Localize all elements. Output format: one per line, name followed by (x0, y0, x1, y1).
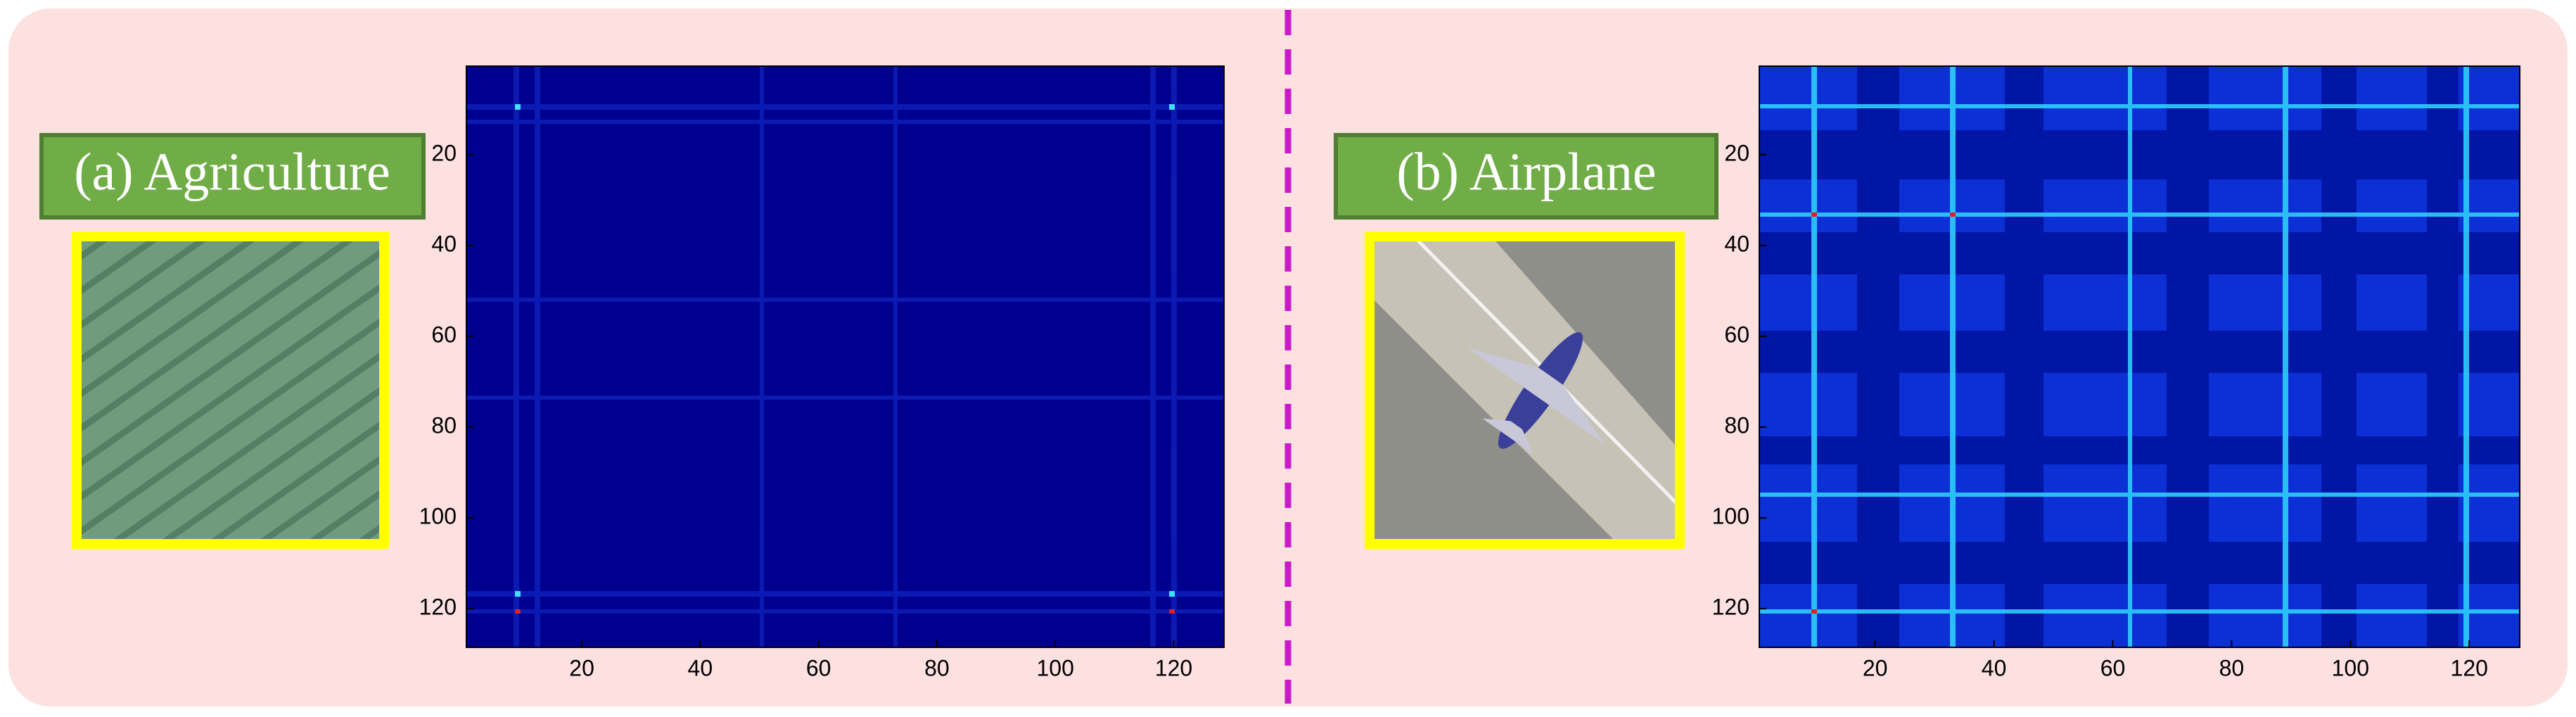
label-box (1334, 133, 1719, 220)
x-tick-label: 120 (2451, 655, 2488, 680)
x-tick-label: 60 (2100, 655, 2126, 680)
x-tick-label: 40 (688, 655, 713, 680)
axes-frame (466, 65, 1225, 648)
x-tick-label: 100 (2332, 655, 2369, 680)
heatmap (466, 66, 1224, 647)
y-tick-label: 100 (419, 504, 457, 529)
x-tick-label: 80 (924, 655, 950, 680)
photo (72, 231, 389, 549)
y-tick-label: 60 (1724, 322, 1749, 347)
y-tick-label: 20 (1724, 140, 1749, 165)
axes-frame (1759, 65, 2520, 648)
y-tick-label: 80 (1724, 412, 1749, 438)
panel-label: (b) Airplane (1396, 142, 1656, 201)
photo (1365, 231, 1685, 549)
label-box (39, 133, 426, 220)
x-tick-label: 120 (1155, 655, 1192, 680)
x-tick-label: 20 (1863, 655, 1888, 680)
y-tick-label: 40 (1724, 231, 1749, 256)
x-tick-label: 40 (1982, 655, 2007, 680)
y-tick-label: 40 (431, 231, 457, 256)
y-tick-label: 60 (431, 322, 457, 347)
x-tick-label: 60 (806, 655, 831, 680)
y-tick-label: 120 (1712, 595, 1749, 620)
heatmap (1759, 66, 2520, 647)
y-tick-label: 100 (1712, 504, 1749, 529)
y-tick-label: 20 (431, 140, 457, 165)
x-tick-label: 100 (1037, 655, 1074, 680)
panel-label: (a) Agriculture (74, 142, 390, 201)
x-tick-label: 80 (2219, 655, 2245, 680)
y-tick-label: 80 (431, 412, 457, 438)
y-tick-label: 120 (419, 595, 457, 620)
x-tick-label: 20 (569, 655, 594, 680)
